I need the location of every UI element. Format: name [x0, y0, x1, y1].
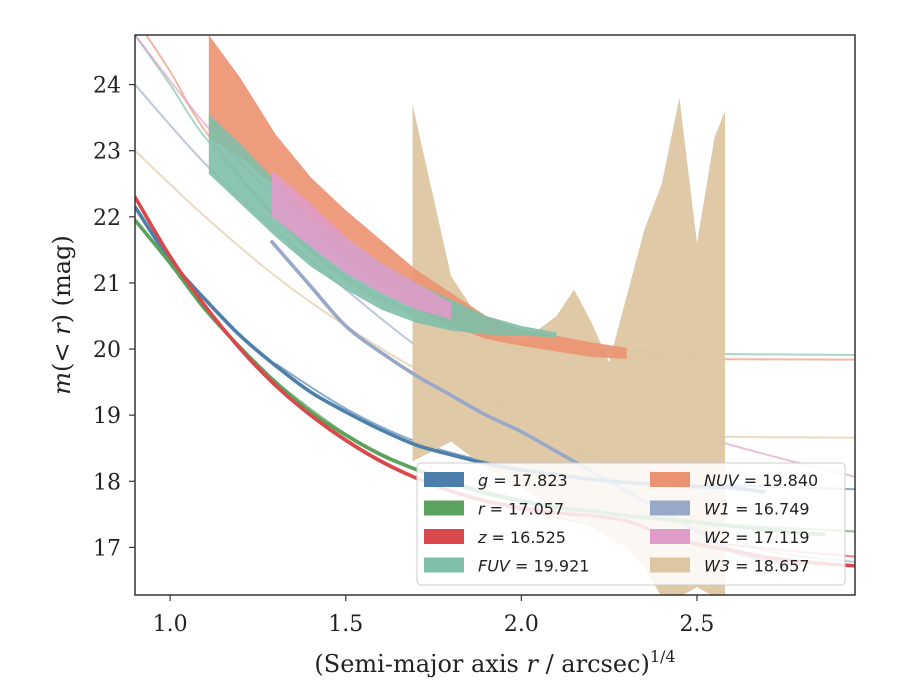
- y-axis-title: m(< r) (mag): [48, 235, 76, 395]
- legend-entry-w1: W1 = 16.749: [650, 500, 810, 519]
- legend-swatch: [424, 557, 464, 573]
- x-tick-label: 2.5: [679, 612, 714, 637]
- x-axis-ticks: 1.0 1.5 2.0 2.5: [153, 595, 714, 637]
- x-tick-label: 2.0: [504, 612, 539, 637]
- legend-swatch: [650, 529, 690, 544]
- legend: g = 17.823 r = 17.057 z = 16.525 FUV = 19.9…: [416, 462, 846, 586]
- legend-entry-r: r = 17.057: [424, 500, 564, 519]
- legend-label: FUV = 19.921: [478, 557, 589, 576]
- legend-swatch: [424, 472, 464, 487]
- legend-entry-z: z = 16.525: [424, 528, 566, 547]
- legend-label: W1 = 16.749: [704, 500, 810, 519]
- legend-entry-w3: W3 = 18.657: [650, 557, 810, 576]
- legend-swatch: [424, 500, 464, 516]
- legend-entry-nuv: NUV = 19.840: [650, 471, 818, 490]
- y-tick-label: 20: [93, 338, 121, 363]
- y-tick-label: 21: [93, 272, 121, 297]
- x-axis-title: (Semi-major axis r / arcsec)1/4: [314, 647, 675, 678]
- x-tick-label: 1.5: [328, 612, 363, 637]
- y-tick-label: 22: [93, 206, 121, 231]
- legend-swatch: [424, 529, 464, 544]
- legend-label: NUV = 19.840: [704, 471, 818, 490]
- legend-entry-w2: W2 = 17.119: [650, 528, 810, 547]
- y-tick-label: 24: [93, 74, 121, 99]
- x-tick-label: 1.0: [153, 612, 188, 637]
- y-tick-label: 17: [93, 536, 121, 561]
- legend-swatch: [650, 500, 690, 516]
- legend-label: z = 16.525: [477, 528, 566, 547]
- plot-frame: [134, 34, 856, 596]
- legend-swatch: [650, 557, 690, 573]
- legend-label: g = 17.823: [478, 471, 568, 490]
- y-tick-label: 19: [93, 404, 121, 429]
- legend-entry-fuv: FUV = 19.921: [424, 557, 589, 576]
- legend-entry-g: g = 17.823: [424, 471, 568, 490]
- y-axis-ticks: 17 18 19 20 21 22 23 24: [93, 74, 135, 561]
- legend-label: W2 = 17.119: [704, 528, 810, 547]
- legend-label: r = 17.057: [478, 500, 564, 519]
- profile-band-w2: [272, 170, 452, 320]
- y-tick-label: 18: [93, 470, 121, 495]
- legend-box: [416, 462, 846, 586]
- legend-label: W3 = 18.657: [704, 557, 810, 576]
- legend-swatch: [650, 472, 690, 487]
- y-tick-label: 23: [93, 140, 121, 165]
